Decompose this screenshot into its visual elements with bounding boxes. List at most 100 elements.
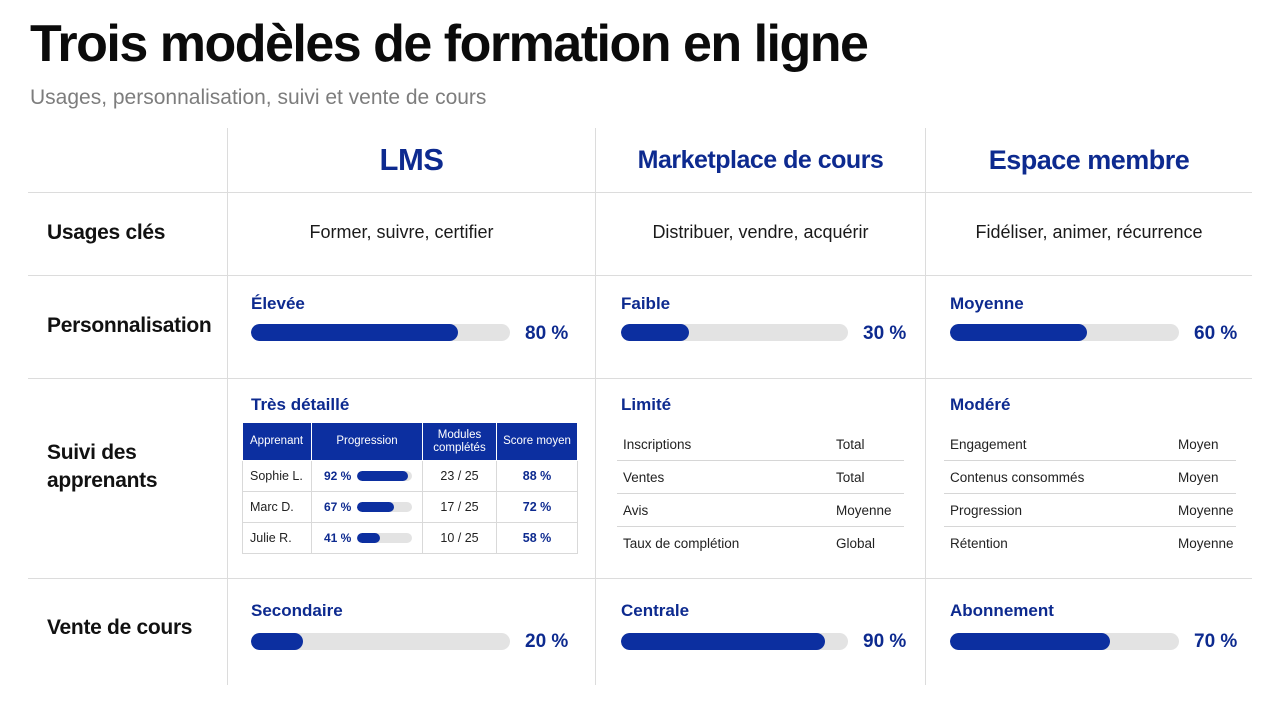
- learner-score: 72 %: [496, 491, 578, 523]
- progress-bar: [357, 533, 412, 544]
- list-item: Taux de complétion Global: [617, 527, 904, 560]
- list-item: Rétention Moyenne: [944, 527, 1236, 560]
- progress-bar-fill: [357, 502, 394, 513]
- row-label-suivi: Suivi des apprenants: [47, 439, 158, 495]
- page-subtitle: Usages, personnalisation, suivi et vente…: [30, 86, 487, 109]
- suivi-label-marketplace: Limité: [621, 395, 672, 414]
- progress-value: 92 %: [324, 469, 352, 484]
- metric-value: Total: [836, 436, 865, 452]
- personnalisation-pct-marketplace: 30 %: [863, 323, 907, 344]
- personnalisation-label-lms: Élevée: [251, 294, 305, 313]
- usage-lms: Former, suivre, certifier: [309, 222, 494, 242]
- personnalisation-bar-espace-membre: [950, 324, 1179, 341]
- vente-label-marketplace: Centrale: [621, 601, 690, 620]
- vente-bar-lms: [251, 633, 510, 650]
- metric-name: Inscriptions: [623, 436, 692, 452]
- learner-name: Sophie L.: [242, 460, 312, 492]
- personnalisation-bar-fill-marketplace: [621, 324, 690, 341]
- metric-name: Avis: [623, 502, 649, 518]
- vente-bar-fill-marketplace: [621, 633, 826, 650]
- learner-name: Marc D.: [242, 491, 312, 523]
- personnalisation-bar-lms: [251, 324, 510, 341]
- divider: [227, 128, 228, 685]
- personnalisation-pct-espace-membre: 60 %: [1194, 323, 1238, 344]
- metric-value: Moyenne: [1178, 536, 1234, 551]
- metric-value: Total: [836, 469, 865, 485]
- personnalisation-label-espace-membre: Moyenne: [950, 294, 1024, 313]
- metric-value: Global: [836, 536, 876, 551]
- espace-membre-metrics-list: Engagement Moyen Contenus consommés Moyen …: [944, 428, 1236, 560]
- column-header-lms: LMS: [379, 142, 444, 177]
- metric-value: Moyen: [1178, 436, 1219, 452]
- learner-progress: 67 %: [311, 491, 423, 523]
- usage-marketplace: Distribuer, vendre, acquérir: [652, 222, 869, 242]
- row-label-personnalisation: Personnalisation: [47, 314, 212, 337]
- progress-bar-fill: [357, 533, 380, 544]
- learner-score: 88 %: [496, 460, 578, 492]
- vente-pct-espace-membre: 70 %: [1194, 631, 1238, 652]
- metric-value: Moyenne: [836, 502, 892, 518]
- vente-bar-fill-lms: [251, 633, 303, 650]
- progress-value: 67 %: [324, 500, 352, 515]
- learner-modules: 10 / 25: [422, 522, 497, 554]
- list-item: Inscriptions Total: [617, 428, 904, 461]
- vente-bar-fill-espace-membre: [950, 633, 1111, 650]
- table-header: Progression: [311, 422, 423, 461]
- vente-pct-lms: 20 %: [525, 631, 569, 652]
- learner-name: Julie R.: [242, 522, 312, 554]
- personnalisation-bar-marketplace: [621, 324, 848, 341]
- learner-score: 58 %: [496, 522, 578, 554]
- progress-bar-fill: [357, 471, 408, 482]
- row-label-suivi-line2: apprenants: [47, 469, 158, 492]
- metric-value: Moyen: [1178, 469, 1219, 485]
- page-title: Trois modèles de formation en ligne: [30, 15, 869, 73]
- divider: [28, 378, 1252, 379]
- learners-table: Apprenant Progression Modules complétés …: [242, 422, 578, 554]
- table-row: Sophie L. 92 % 23 / 25 88 %: [242, 460, 578, 492]
- table-header: Apprenant: [242, 422, 312, 461]
- list-item: Progression Moyenne: [944, 494, 1236, 527]
- metric-name: Engagement: [950, 436, 1027, 452]
- row-label-suivi-line1: Suivi des: [47, 441, 137, 464]
- divider: [28, 578, 1252, 579]
- metric-name: Taux de complétion: [623, 536, 740, 551]
- column-header-marketplace: Marketplace de cours: [637, 146, 884, 174]
- metric-name: Contenus consommés: [950, 469, 1085, 485]
- divider: [595, 128, 596, 685]
- marketplace-metrics-list: Inscriptions Total Ventes Total Avis Moyenn…: [617, 428, 904, 560]
- list-item: Ventes Total: [617, 461, 904, 494]
- table-row: Julie R. 41 % 10 / 25 58 %: [242, 522, 578, 554]
- progress-bar: [357, 502, 412, 513]
- divider: [28, 192, 1252, 193]
- vente-bar-espace-membre: [950, 633, 1179, 650]
- divider: [28, 275, 1252, 276]
- vente-pct-marketplace: 90 %: [863, 631, 907, 652]
- metric-name: Rétention: [950, 536, 1008, 551]
- list-item: Engagement Moyen: [944, 428, 1236, 461]
- table-row: Marc D. 67 % 17 / 25 72 %: [242, 491, 578, 523]
- suivi-label-lms: Très détaillé: [251, 395, 350, 414]
- row-label-vente: Vente de cours: [47, 616, 193, 639]
- divider: [925, 128, 926, 685]
- list-item: Contenus consommés Moyen: [944, 461, 1236, 494]
- progress-bar: [357, 471, 412, 482]
- metric-name: Progression: [950, 502, 1023, 518]
- vente-label-espace-membre: Abonnement: [950, 601, 1054, 620]
- personnalisation-bar-fill-espace-membre: [950, 324, 1088, 341]
- learner-progress: 92 %: [311, 460, 423, 492]
- vente-bar-marketplace: [621, 633, 848, 650]
- personnalisation-bar-fill-lms: [251, 324, 459, 341]
- metric-value: Moyenne: [1178, 502, 1234, 518]
- learner-progress: 41 %: [311, 522, 423, 554]
- table-header: Modules complétés: [422, 422, 497, 461]
- column-header-espace-membre: Espace membre: [988, 145, 1190, 175]
- learner-modules: 23 / 25: [422, 460, 497, 492]
- list-item: Avis Moyenne: [617, 494, 904, 527]
- metric-name: Ventes: [623, 469, 665, 485]
- row-label-usages: Usages clés: [47, 221, 166, 244]
- learner-modules: 17 / 25: [422, 491, 497, 523]
- table-header: Score moyen: [496, 422, 578, 461]
- suivi-label-espace-membre: Modéré: [950, 395, 1011, 414]
- vente-label-lms: Secondaire: [251, 601, 343, 620]
- usage-espace-membre: Fidéliser, animer, récurrence: [975, 222, 1203, 242]
